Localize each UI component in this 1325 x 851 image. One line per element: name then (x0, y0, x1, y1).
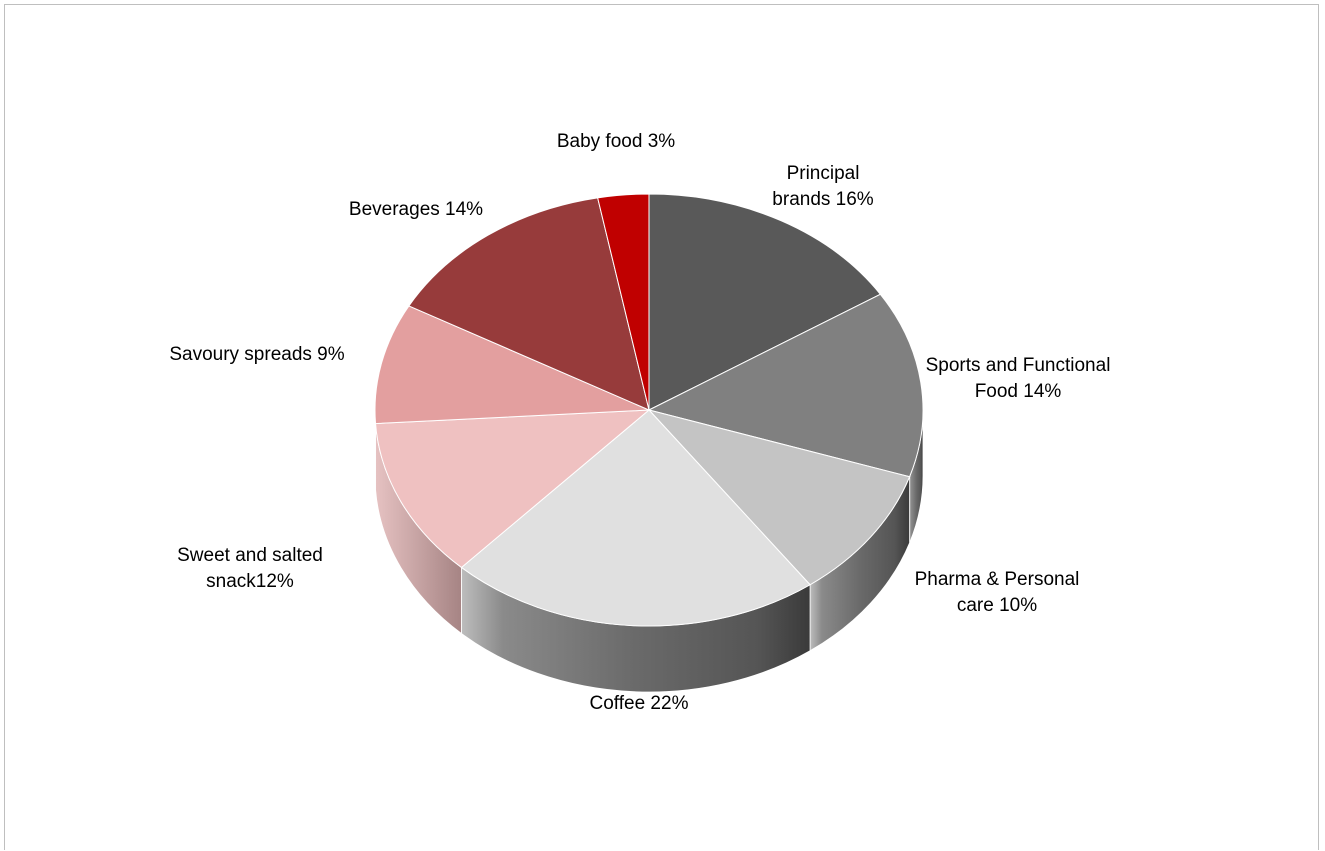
slice-label-1: Sports and Functional Food 14% (926, 355, 1111, 402)
slice-label-6: Beverages 14% (349, 199, 483, 220)
slice-label-7: Baby food 3% (557, 131, 675, 152)
slice-label-line: Beverages 14% (349, 199, 483, 220)
slice-label-line: brands 16% (772, 189, 874, 210)
slice-label-line: Food 14% (975, 381, 1062, 402)
pie-top (374, 193, 924, 627)
pie-slice-1[interactable] (647, 293, 924, 478)
pie-slice-0[interactable] (648, 193, 882, 411)
pie-slice-2[interactable] (647, 409, 911, 586)
slice-label-4: Sweet and salted snack12% (177, 545, 323, 592)
slice-label-line: Coffee 22% (590, 693, 689, 714)
slice-label-line: Principal (787, 163, 860, 184)
slice-label-line: Baby food 3% (557, 131, 675, 152)
pie-slice-6[interactable] (408, 197, 650, 411)
pie-slice-7[interactable] (597, 193, 650, 411)
slice-label-0: Principal brands 16% (772, 163, 874, 210)
slice-label-line: snack12% (206, 571, 294, 592)
chart-frame: Principal brands 16% Sports and Functional… (4, 4, 1319, 850)
pie-chart: Principal brands 16% Sports and Functional… (169, 131, 1110, 714)
slice-label-2: Pharma & Personal care 10% (915, 569, 1080, 616)
slice-label-line: Sweet and salted (177, 545, 323, 566)
pie-slice-3[interactable] (460, 409, 811, 627)
slice-label-5: Savoury spreads 9% (169, 344, 344, 365)
slice-label-3: Coffee 22% (590, 693, 689, 714)
pie-labels: Principal brands 16% Sports and Functional… (169, 131, 1110, 714)
slice-label-line: Sports and Functional (926, 355, 1111, 376)
pie-slice-4[interactable] (375, 409, 651, 569)
slice-label-line: care 10% (957, 595, 1037, 616)
slice-label-line: Savoury spreads 9% (169, 344, 344, 365)
pie-slice-5[interactable] (374, 305, 650, 425)
slice-label-line: Pharma & Personal (915, 569, 1080, 590)
